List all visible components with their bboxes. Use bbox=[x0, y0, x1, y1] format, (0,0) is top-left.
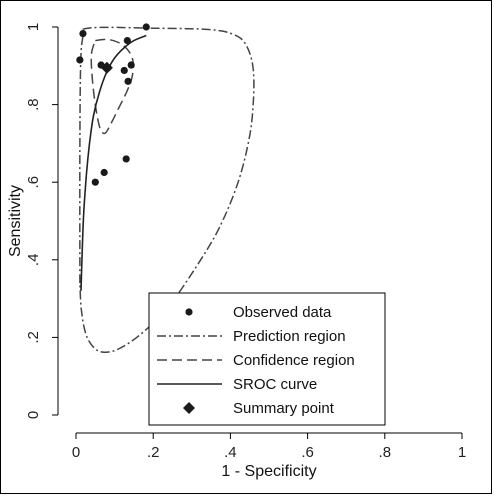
observed-point bbox=[76, 56, 84, 64]
legend-label-summary: Summary point bbox=[233, 400, 335, 417]
plot-area bbox=[76, 23, 255, 353]
y-tick-label: 0 bbox=[25, 411, 42, 419]
legend: Observed data Prediction region Confiden… bbox=[148, 292, 386, 426]
sroc-curve bbox=[80, 34, 147, 291]
observed-point bbox=[122, 155, 130, 163]
legend-item-prediction: Prediction region bbox=[157, 328, 346, 345]
y-ticks: 0 .2 .4 .6 .8 1 bbox=[25, 23, 58, 419]
legend-item-observed: Observed data bbox=[185, 304, 332, 321]
observed-point bbox=[124, 77, 132, 85]
x-tick-label: .2 bbox=[147, 444, 160, 461]
axes: 0 .2 .4 .6 .8 1 0 .2 .4 .6 .8 1 bbox=[25, 23, 466, 461]
summary-point bbox=[100, 61, 113, 74]
observed-point bbox=[127, 61, 135, 69]
legend-label-confidence: Confidence region bbox=[233, 352, 355, 369]
legend-key-observed bbox=[185, 308, 193, 316]
legend-key-summary bbox=[183, 402, 195, 414]
legend-label-observed: Observed data bbox=[233, 304, 332, 321]
y-axis-title: Sensitivity bbox=[7, 185, 24, 257]
legend-item-sroc: SROC curve bbox=[157, 376, 317, 393]
observed-point bbox=[142, 23, 150, 31]
x-tick-label: .8 bbox=[379, 444, 392, 461]
y-tick-label: 1 bbox=[25, 23, 42, 31]
observed-point bbox=[91, 178, 99, 186]
y-tick-label: .4 bbox=[25, 254, 42, 267]
x-ticks: 0 .2 .4 .6 .8 1 bbox=[72, 433, 466, 461]
observed-point bbox=[123, 36, 131, 45]
legend-label-sroc: SROC curve bbox=[233, 376, 317, 393]
x-tick-label: .6 bbox=[301, 444, 314, 461]
observed-point bbox=[120, 66, 128, 75]
x-axis-title: 1 - Specificity bbox=[221, 463, 316, 480]
x-tick-label: .4 bbox=[224, 444, 237, 461]
y-tick-label: .8 bbox=[25, 98, 42, 111]
x-tick-label: 1 bbox=[458, 444, 466, 461]
x-tick-label: 0 bbox=[72, 444, 80, 461]
observed-point bbox=[100, 168, 108, 177]
prediction-region bbox=[79, 26, 255, 353]
observed-point bbox=[79, 29, 87, 38]
legend-item-summary: Summary point bbox=[183, 400, 335, 417]
y-tick-label: .6 bbox=[25, 176, 42, 189]
confidence-region bbox=[90, 38, 135, 135]
y-tick-label: .2 bbox=[25, 331, 42, 344]
legend-item-confidence: Confidence region bbox=[157, 352, 355, 369]
legend-label-prediction: Prediction region bbox=[233, 328, 346, 345]
